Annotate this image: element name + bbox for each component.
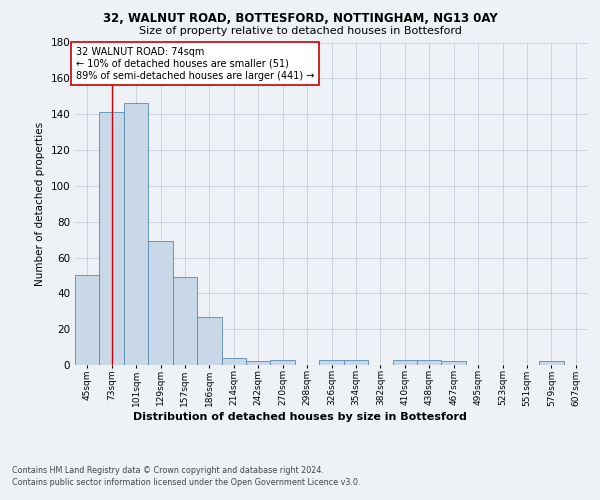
Y-axis label: Number of detached properties: Number of detached properties xyxy=(35,122,45,286)
Bar xyxy=(75,276,100,365)
Text: Contains public sector information licensed under the Open Government Licence v3: Contains public sector information licen… xyxy=(12,478,361,487)
Bar xyxy=(344,360,368,365)
Bar xyxy=(173,277,197,365)
Text: Contains HM Land Registry data © Crown copyright and database right 2024.: Contains HM Land Registry data © Crown c… xyxy=(12,466,324,475)
Bar xyxy=(197,316,221,365)
Bar xyxy=(539,362,563,365)
Text: Size of property relative to detached houses in Bottesford: Size of property relative to detached ho… xyxy=(139,26,461,36)
Bar xyxy=(271,360,295,365)
Bar xyxy=(124,104,148,365)
Text: 32, WALNUT ROAD, BOTTESFORD, NOTTINGHAM, NG13 0AY: 32, WALNUT ROAD, BOTTESFORD, NOTTINGHAM,… xyxy=(103,12,497,24)
Bar xyxy=(442,362,466,365)
Bar xyxy=(221,358,246,365)
Text: Distribution of detached houses by size in Bottesford: Distribution of detached houses by size … xyxy=(133,412,467,422)
Bar xyxy=(417,360,442,365)
Bar xyxy=(392,360,417,365)
Bar xyxy=(100,112,124,365)
Bar xyxy=(319,360,344,365)
Bar xyxy=(148,242,173,365)
Text: 32 WALNUT ROAD: 74sqm
← 10% of detached houses are smaller (51)
89% of semi-deta: 32 WALNUT ROAD: 74sqm ← 10% of detached … xyxy=(76,48,314,80)
Bar xyxy=(246,362,271,365)
